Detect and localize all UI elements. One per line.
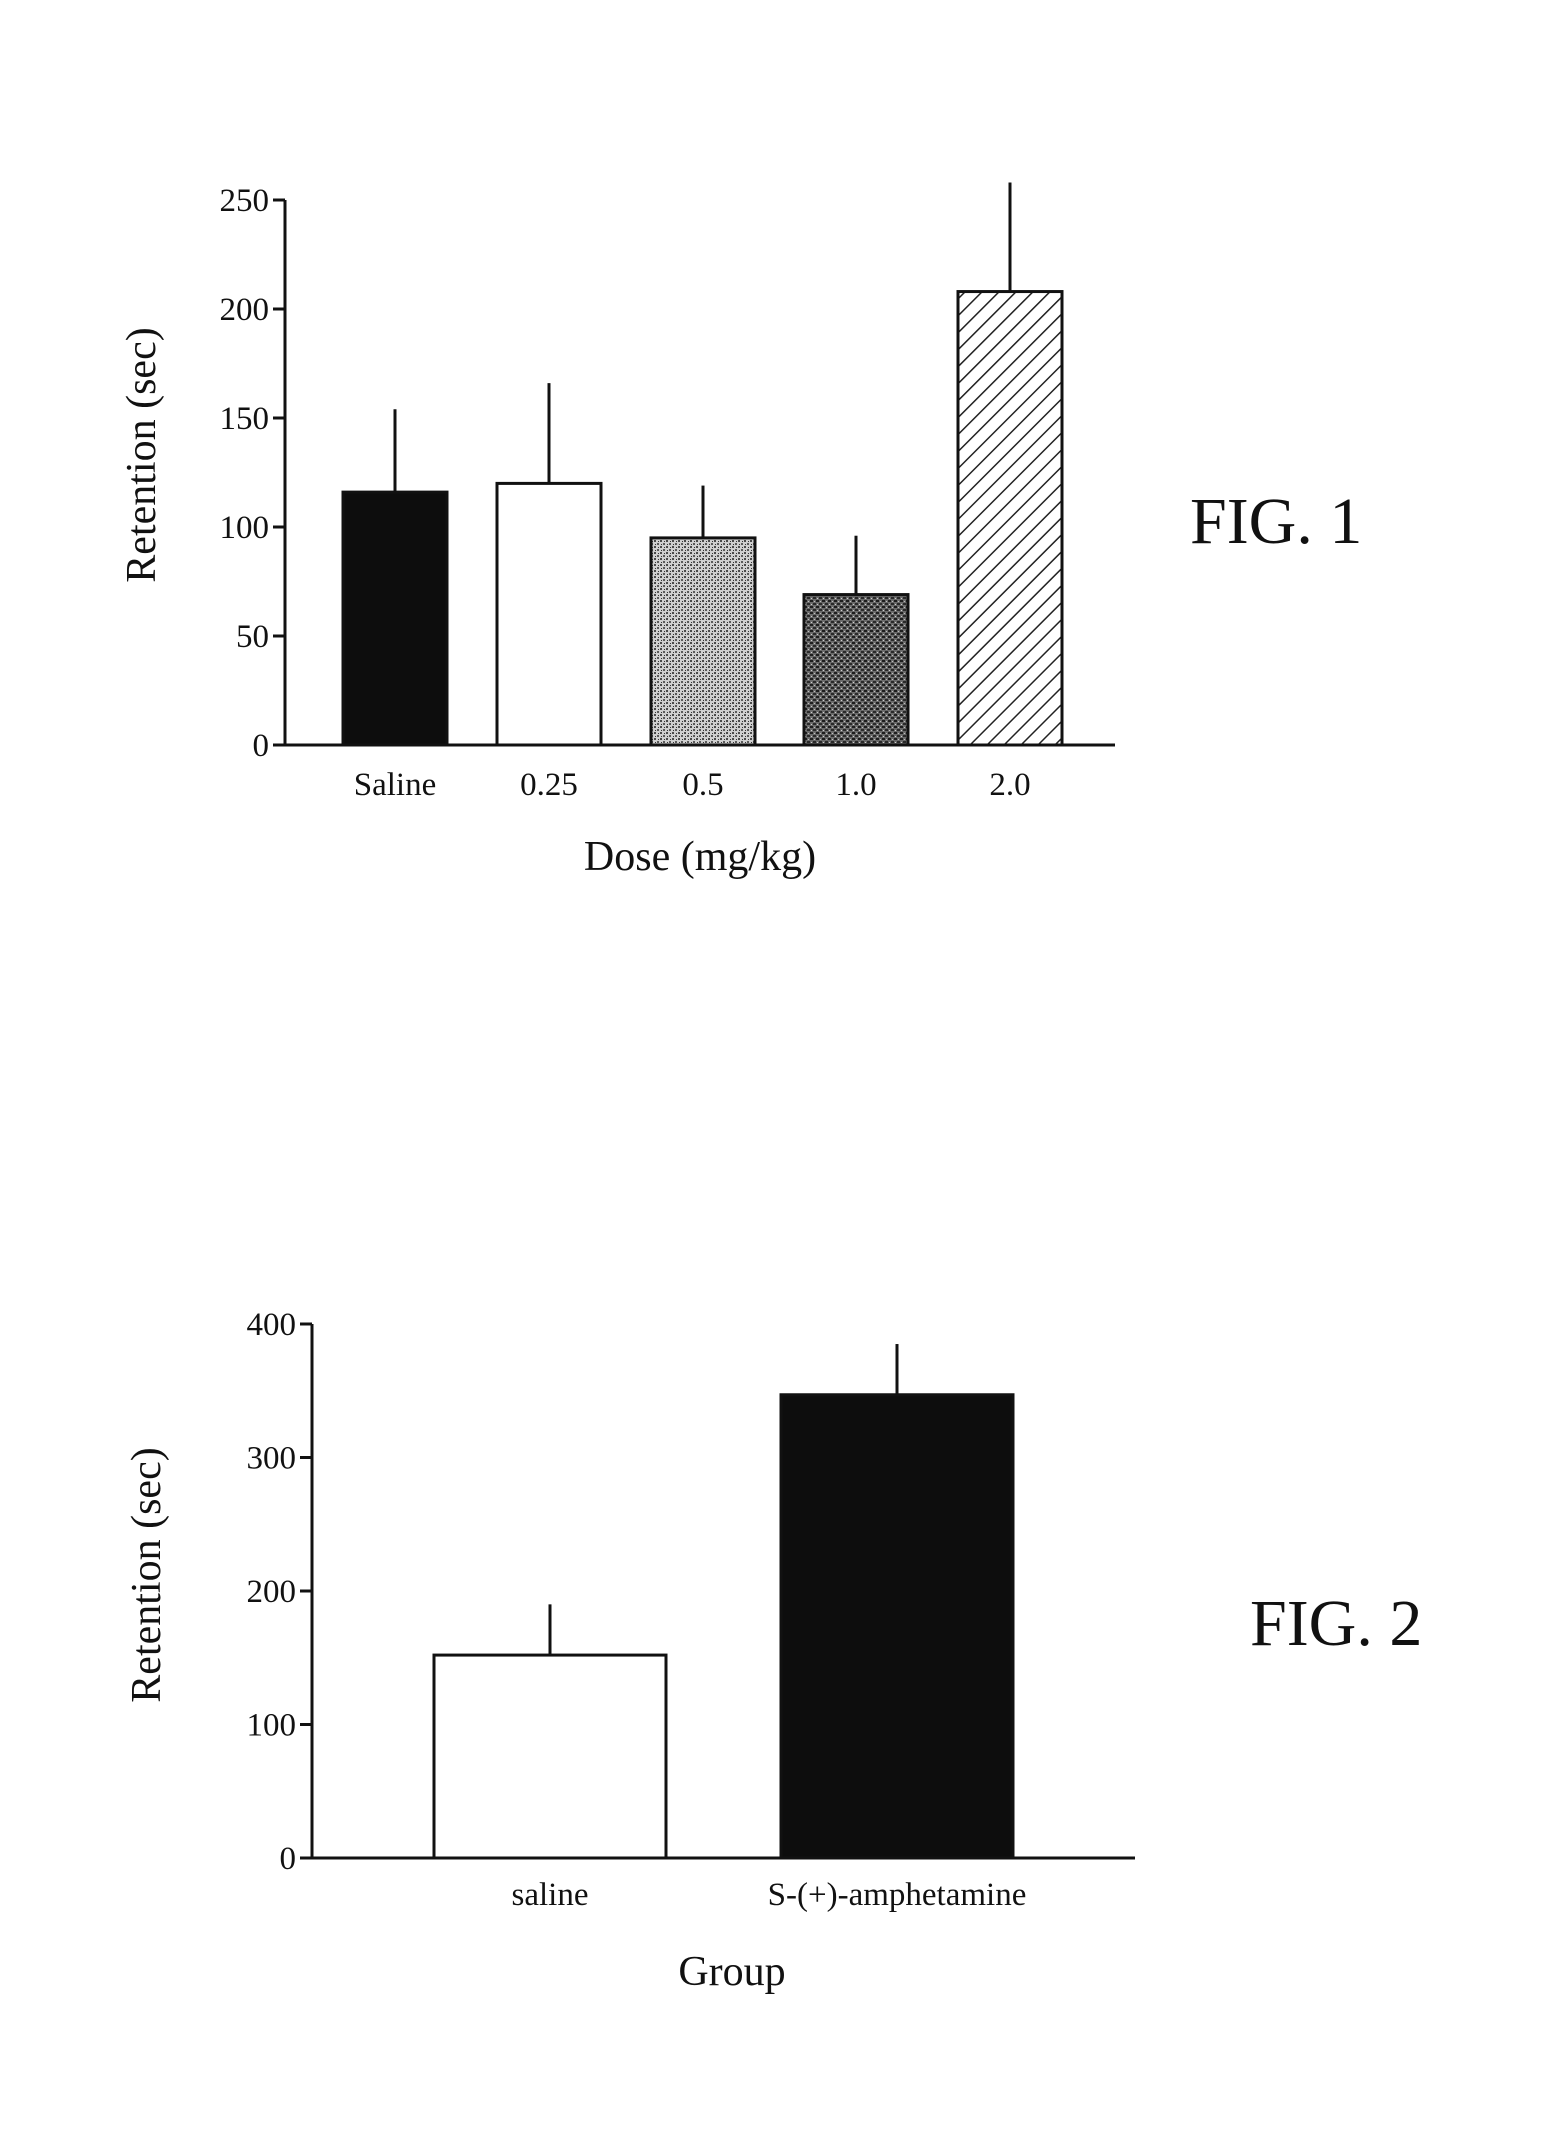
category-label: saline bbox=[512, 1877, 589, 1913]
bar bbox=[497, 483, 601, 745]
x-axis-title: Dose (mg/kg) bbox=[584, 834, 816, 880]
bar bbox=[804, 595, 908, 745]
y-tick-label: 200 bbox=[220, 292, 270, 328]
y-tick-label: 250 bbox=[220, 183, 270, 219]
bar bbox=[781, 1395, 1013, 1858]
y-tick-label: 150 bbox=[220, 401, 270, 437]
y-tick-label: 100 bbox=[247, 1708, 297, 1744]
bar bbox=[958, 292, 1062, 745]
fig2-bar-chart: 0 100 200 300 400 saline S-(+)-amphetamine Grou… bbox=[124, 1307, 1135, 1995]
y-tick-label: 100 bbox=[220, 510, 270, 546]
fig2-label: FIG. 2 bbox=[1250, 1587, 1422, 1660]
fig1-bar-chart: 0 50 100 150 200 250 Saline 0.25 0.5 1.0 2.0 Dose (… bbox=[119, 183, 1115, 880]
y-tick-label: 400 bbox=[247, 1307, 297, 1343]
category-label: 2.0 bbox=[989, 767, 1030, 803]
bar bbox=[434, 1655, 666, 1858]
category-label: 0.5 bbox=[682, 767, 723, 803]
y-axis-title: Retention (sec) bbox=[119, 327, 165, 582]
y-tick-label: 300 bbox=[247, 1441, 297, 1477]
category-label: 0.25 bbox=[520, 767, 578, 803]
category-label: Saline bbox=[354, 767, 436, 803]
y-tick-label: 0 bbox=[280, 1841, 297, 1877]
fig1-label: FIG. 1 bbox=[1190, 485, 1362, 558]
category-label: S-(+)-amphetamine bbox=[768, 1877, 1027, 1913]
y-tick-label: 50 bbox=[236, 619, 269, 655]
bar bbox=[651, 538, 755, 745]
category-label: 1.0 bbox=[835, 767, 876, 803]
x-axis-title: Group bbox=[678, 1949, 785, 1995]
y-tick-label: 200 bbox=[247, 1574, 297, 1610]
bar bbox=[343, 492, 447, 745]
y-tick-label: 0 bbox=[253, 728, 270, 764]
y-axis-title: Retention (sec) bbox=[124, 1447, 170, 1702]
